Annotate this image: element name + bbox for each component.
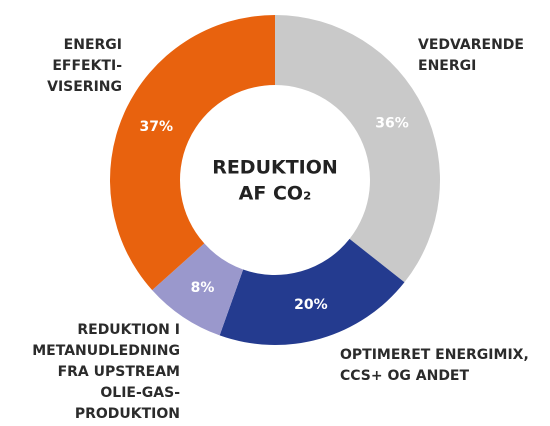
category-label: EFFEKTI-: [52, 58, 122, 74]
category-label: METANUDLEDNING: [32, 343, 180, 359]
category-label: REDUKTION I: [77, 322, 180, 338]
center-label: AF CO₂: [239, 183, 312, 205]
category-label: VISERING: [47, 79, 122, 95]
center-label: REDUKTION: [212, 157, 338, 179]
category-label: FRA UPSTREAM: [58, 364, 180, 380]
donut-segment: [152, 243, 244, 336]
category-label: OLIE-GAS-: [100, 385, 180, 401]
value-label: 37%: [140, 119, 174, 135]
donut-segment: [110, 15, 275, 291]
value-label: 36%: [375, 115, 409, 131]
category-label: ENERGI: [64, 37, 122, 53]
category-label: CCS+ OG ANDET: [340, 368, 469, 384]
value-label: 20%: [294, 297, 328, 313]
category-label: OPTIMERET ENERGIMIX,: [340, 347, 529, 363]
category-label: VEDVARENDE: [418, 37, 524, 53]
donut-segment: [275, 15, 440, 283]
category-label: PRODUKTION: [75, 406, 180, 422]
donut-segment: [219, 238, 405, 345]
category-label: ENERGI: [418, 58, 476, 74]
value-label: 8%: [191, 280, 215, 296]
